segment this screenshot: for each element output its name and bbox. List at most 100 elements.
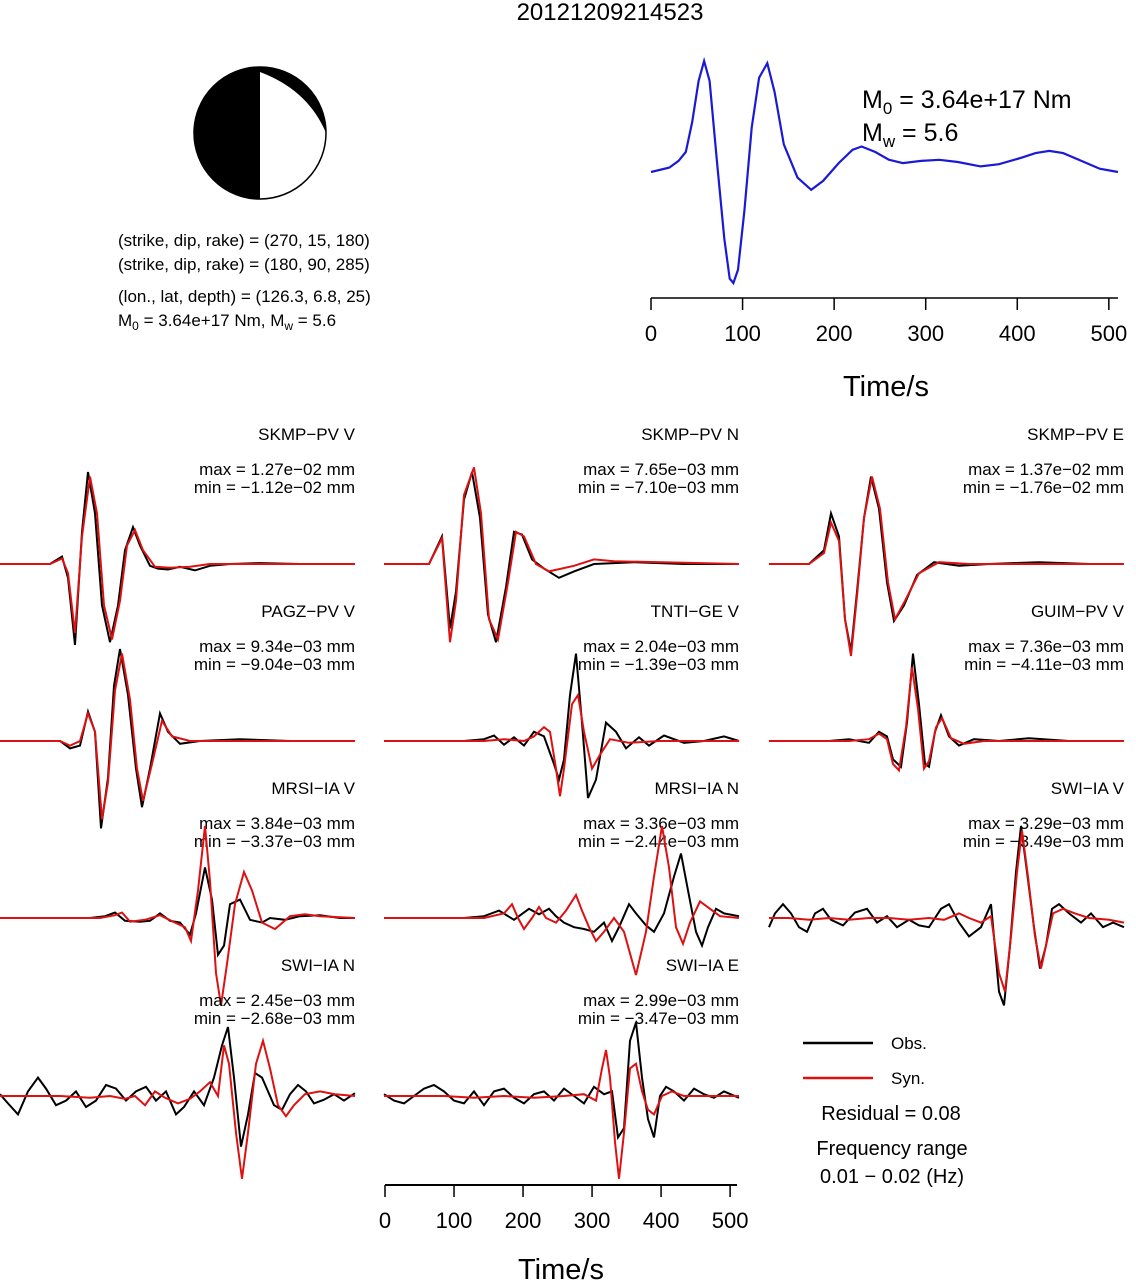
legend: Obs. Syn. Residual = 0.08 Frequency rang… xyxy=(803,1034,968,1188)
stf-magnitude-subscript: w xyxy=(882,132,896,151)
station-label: SKMP−PV V xyxy=(258,425,356,444)
moment-value: = 3.64e+17 Nm, M xyxy=(139,311,285,330)
fits-tick-label-100: 100 xyxy=(436,1208,473,1233)
observed-trace xyxy=(0,471,355,646)
moment-magnitude-line: M0 = 3.64e+17 Nm, Mw = 5.6 xyxy=(118,311,336,333)
stf-moment-value: = 3.64e+17 Nm xyxy=(892,86,1071,114)
station-label: MRSI−IA V xyxy=(271,779,355,798)
synthetic-trace xyxy=(0,825,356,1006)
station-label: GUIM−PV V xyxy=(1031,602,1125,621)
figure-title: 20121209214523 xyxy=(517,0,704,26)
fits-tick-label-400: 400 xyxy=(643,1208,680,1233)
magnitude-value: = 5.6 xyxy=(293,311,336,330)
stf-curve xyxy=(650,56,1119,286)
fits-tick-label-200: 200 xyxy=(505,1208,542,1233)
max-amplitude-label: max = 7.65e−03 mm xyxy=(583,460,739,479)
min-amplitude-label: min = −4.11e−03 mm xyxy=(964,655,1124,674)
min-amplitude-label: min = −1.12e−02 mm xyxy=(194,478,355,497)
fits-tick-label-300: 300 xyxy=(574,1208,611,1233)
observed-trace xyxy=(0,867,355,958)
fits-x-axis-label: Time/s xyxy=(518,1254,604,1283)
moment-symbol: M xyxy=(118,311,132,330)
stf-tick-label-500: 500 xyxy=(1090,321,1127,346)
max-amplitude-label: max = 1.27e−02 mm xyxy=(199,460,355,479)
observed-trace xyxy=(384,853,740,949)
max-amplitude-label: max = 1.37e−02 mm xyxy=(968,460,1124,479)
min-amplitude-label: min = −9.04e−03 mm xyxy=(194,655,355,674)
synthetic-trace xyxy=(384,692,739,797)
synthetic-trace xyxy=(0,1037,356,1179)
max-amplitude-label: max = 3.36e−03 mm xyxy=(583,814,739,833)
synthetic-trace xyxy=(769,667,1124,773)
min-amplitude-label: min = −2.44e−03 mm xyxy=(578,832,739,851)
nodal-plane-2: (strike, dip, rake) = (180, 90, 285) xyxy=(118,255,370,274)
stf-tick-label-0: 0 xyxy=(645,321,657,346)
observed-trace xyxy=(0,1026,356,1147)
observed-trace xyxy=(768,825,1125,1006)
nodal-plane-1: (strike, dip, rake) = (270, 15, 180) xyxy=(118,231,370,250)
residual-label: Residual = 0.08 xyxy=(821,1103,961,1125)
stf-moment-subscript: 0 xyxy=(883,99,892,118)
stf-magnitude: Mw = 5.6 xyxy=(862,119,958,151)
station-label: SWI−IA N xyxy=(281,956,355,975)
min-amplitude-label: min = −3.37e−03 mm xyxy=(194,832,355,851)
observed-trace xyxy=(384,471,739,643)
station-label: SWI−IA V xyxy=(1051,779,1125,798)
station-label: TNTI−GE V xyxy=(651,602,740,621)
min-amplitude-label: min = −1.76e−02 mm xyxy=(963,478,1124,497)
max-amplitude-label: max = 9.34e−03 mm xyxy=(199,637,355,656)
frequency-range-title: Frequency range xyxy=(816,1138,967,1160)
synthetic-trace xyxy=(769,476,1124,657)
magnitude-subscript: w xyxy=(283,319,293,333)
synthetic-trace xyxy=(384,1049,739,1179)
stf-x-axis-label: Time/s xyxy=(843,371,929,403)
stf-tick-label-100: 100 xyxy=(724,321,761,346)
max-amplitude-label: max = 2.99e−03 mm xyxy=(583,991,739,1010)
source-time-function-plot: 0 100 200 300 400 500 Time/s xyxy=(645,56,1127,403)
min-amplitude-label: min = −7.10e−03 mm xyxy=(578,478,739,497)
frequency-range-value: 0.01 − 0.02 (Hz) xyxy=(820,1166,964,1188)
max-amplitude-label: max = 3.29e−03 mm xyxy=(968,814,1124,833)
legend-observed-label: Obs. xyxy=(891,1034,927,1053)
fits-tick-label-0: 0 xyxy=(379,1208,391,1233)
stf-tick-label-400: 400 xyxy=(999,321,1036,346)
synthetic-trace xyxy=(0,653,355,820)
stf-tick-label-200: 200 xyxy=(816,321,853,346)
synthetic-trace xyxy=(769,830,1125,992)
synthetic-trace xyxy=(384,467,740,643)
observed-trace xyxy=(384,653,740,799)
min-amplitude-label: min = −3.47e−03 mm xyxy=(578,1009,739,1028)
seismogram-time-axis: 0 100 200 300 400 500 Time/s xyxy=(379,1184,748,1283)
stf-moment-symbol: M xyxy=(862,86,883,114)
beachball-compressional-west xyxy=(194,67,260,199)
station-label: SWI−IA E xyxy=(666,956,739,975)
focal-mechanism-beachball xyxy=(193,66,327,200)
min-amplitude-label: min = −1.39e−03 mm xyxy=(578,655,739,674)
stf-magnitude-symbol: M xyxy=(862,119,883,147)
observed-trace xyxy=(383,1022,740,1141)
station-label: SKMP−PV E xyxy=(1027,425,1124,444)
max-amplitude-label: max = 2.45e−03 mm xyxy=(199,991,355,1010)
synthetic-trace xyxy=(384,825,740,976)
stf-magnitude-value: = 5.6 xyxy=(895,119,958,147)
station-label: MRSI−IA N xyxy=(654,779,739,798)
synthetic-trace xyxy=(0,476,355,640)
hypocenter-location: (lon., lat, depth) = (126.3, 6.8, 25) xyxy=(118,287,371,306)
stf-moment: M0 = 3.64e+17 Nm xyxy=(862,86,1072,118)
legend-synthetic-label: Syn. xyxy=(891,1069,925,1088)
max-amplitude-label: max = 3.84e−03 mm xyxy=(199,814,355,833)
min-amplitude-label: min = −3.49e−03 mm xyxy=(963,832,1124,851)
beachball-compressional-northeast xyxy=(260,67,326,133)
beachball-compressional-north xyxy=(258,67,260,199)
